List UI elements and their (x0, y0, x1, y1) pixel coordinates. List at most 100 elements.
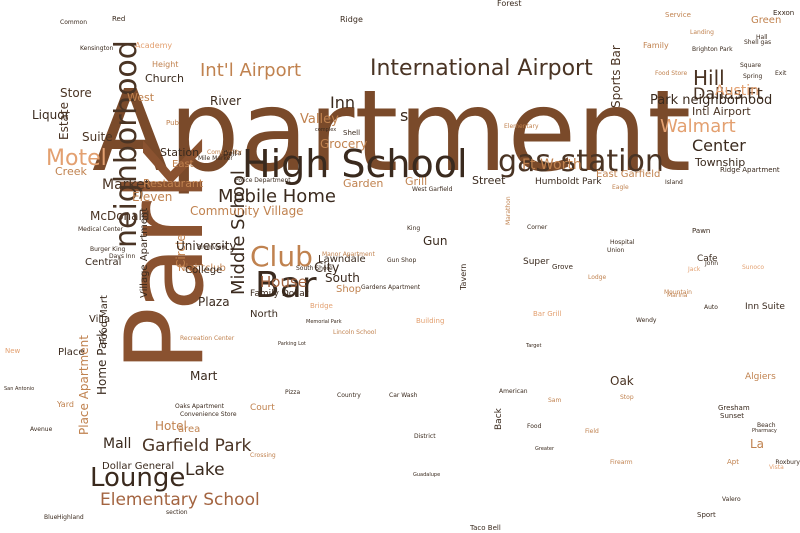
word-auto: Auto (704, 304, 718, 311)
word-pawn: Pawn (692, 227, 711, 235)
word-john: John (705, 260, 719, 267)
word-sports-bar: Sports Bar (609, 45, 623, 108)
word-parking-lot: Parking Lot (278, 341, 306, 347)
word-inn-suite: Inn Suite (745, 302, 785, 312)
word-ridge: Ridge (340, 15, 363, 24)
word-eleven: Eleven (132, 190, 173, 204)
word-west-garfield: West Garfield (412, 186, 453, 193)
word-east-garfield: East Garfield (596, 169, 661, 180)
word-bar: Bar (255, 265, 317, 306)
word-international-airport: International Airport (370, 56, 593, 81)
word-hall: Hall (756, 34, 768, 41)
word-tavern: Tavern (459, 263, 468, 290)
word-park-neighborhood: Park neighborhood (650, 93, 773, 108)
word-estate: Estate (57, 102, 71, 140)
word-city: City (314, 261, 340, 276)
word-service: Service (665, 11, 691, 19)
word-crossing: Crossing (250, 452, 276, 459)
word-nightclub: Nightclub (178, 263, 226, 274)
word-bridge: Bridge (310, 302, 333, 310)
word-square: Square (740, 62, 762, 69)
word-cafe: Cafe (697, 254, 718, 264)
word-building: Building (416, 317, 445, 325)
word-car-wash: Car Wash (389, 392, 418, 399)
word-intl-airport: Intl Airport (692, 105, 751, 118)
word-elementary-school: Elementary School (100, 490, 260, 510)
word-algiers: Algiers (745, 372, 776, 382)
word-yard: Yard (57, 400, 74, 409)
word-villa: Villa (89, 314, 111, 325)
word-pub: Pub (166, 119, 179, 127)
word-mobile-home: Mobile Home (218, 186, 336, 207)
word-spring: Spring (743, 73, 763, 80)
word-hill: Hill (693, 66, 725, 90)
word-sunoco: Sunoco (742, 264, 765, 271)
word-corner: Corner (527, 224, 548, 231)
word-high-school: High School (242, 142, 468, 186)
word-street: Street (472, 174, 506, 187)
word-guadalupe: Guadalupe (413, 472, 441, 478)
word-hotel: Hotel (155, 419, 187, 433)
word-bar-grill: Bar Grill (533, 310, 562, 318)
word-shell-gas: Shell gas (744, 39, 772, 46)
word-village-apartment: Village Apartment (139, 207, 150, 298)
word-mountain: Mountain (664, 289, 692, 296)
word-mcdonald: McDonald (90, 209, 150, 223)
word-marathon: Marathon (505, 196, 512, 225)
word-avenue: Avenue (30, 426, 53, 433)
word-mile-marker: Mile Marker (198, 155, 233, 162)
word-country: Country (337, 392, 361, 399)
word-red: Red (112, 15, 126, 23)
word-garfield-park: Garfield Park (142, 436, 252, 456)
word-sam: Sam (548, 397, 562, 404)
word-food: Food (527, 423, 542, 430)
word-motel: Motel (46, 146, 107, 171)
word-stop: Stop (620, 394, 634, 401)
word-sport: Sport (697, 511, 716, 519)
word-ridge-apartment: Ridge Apartment (720, 166, 780, 174)
word-south-shore: South Shore (296, 265, 333, 272)
word-inn: Inn (330, 93, 355, 112)
word-ft-worth: Ft Worth (522, 157, 582, 173)
word-landing: Landing (690, 29, 714, 36)
word-lawndale: Lawndale (318, 254, 366, 265)
word-firearm: Firearm (610, 459, 633, 466)
word-apartment: Apartment (92, 67, 692, 197)
word-greater: Greater (535, 446, 555, 452)
word-central: Central (85, 257, 122, 268)
word-gresham: Gresham (718, 404, 750, 412)
word-community-village: Community Village (190, 204, 304, 218)
word-east: East (172, 159, 194, 170)
word-liquor: Liquor (32, 108, 70, 122)
word-target: Target (526, 343, 542, 349)
word-la: La (750, 437, 765, 451)
word-highland: Highland (57, 514, 84, 521)
word-restaurant: Restaurant (143, 177, 204, 190)
word-market: Market (102, 177, 151, 193)
word-store: Store (60, 86, 92, 100)
word-gas-station: gas station (498, 144, 664, 179)
word-kensington: Kensington (80, 45, 114, 52)
word-exxon: Exxon (773, 9, 795, 17)
word-elementary: Elementary (504, 123, 539, 130)
word-convenience-store: Convenience Store (180, 411, 237, 418)
word-memorial-park: Memorial Park (306, 319, 342, 325)
word-super: Super (523, 257, 550, 267)
word-mart: Mart (190, 369, 218, 383)
word-lincoln-school: Lincoln School (333, 329, 377, 336)
word-lake: Lake (185, 460, 225, 480)
word-garden: Garden (343, 177, 384, 190)
word-complex: complex (315, 127, 337, 133)
word-house: House (260, 273, 308, 291)
word-wendy: Wendy (636, 317, 657, 324)
word-green: Green (751, 15, 782, 26)
word-austin: Austin (715, 83, 759, 99)
word-gun-shop: Gun Shop (387, 257, 417, 264)
word-island: Island (665, 179, 683, 186)
word-college: College (185, 265, 223, 276)
word-south: South (325, 271, 360, 285)
word-brighton-park: Brighton Park (692, 46, 733, 53)
word-blue: Blue (44, 514, 58, 521)
word-pizza: Pizza (285, 389, 301, 396)
word-suite: Suite (82, 130, 113, 144)
